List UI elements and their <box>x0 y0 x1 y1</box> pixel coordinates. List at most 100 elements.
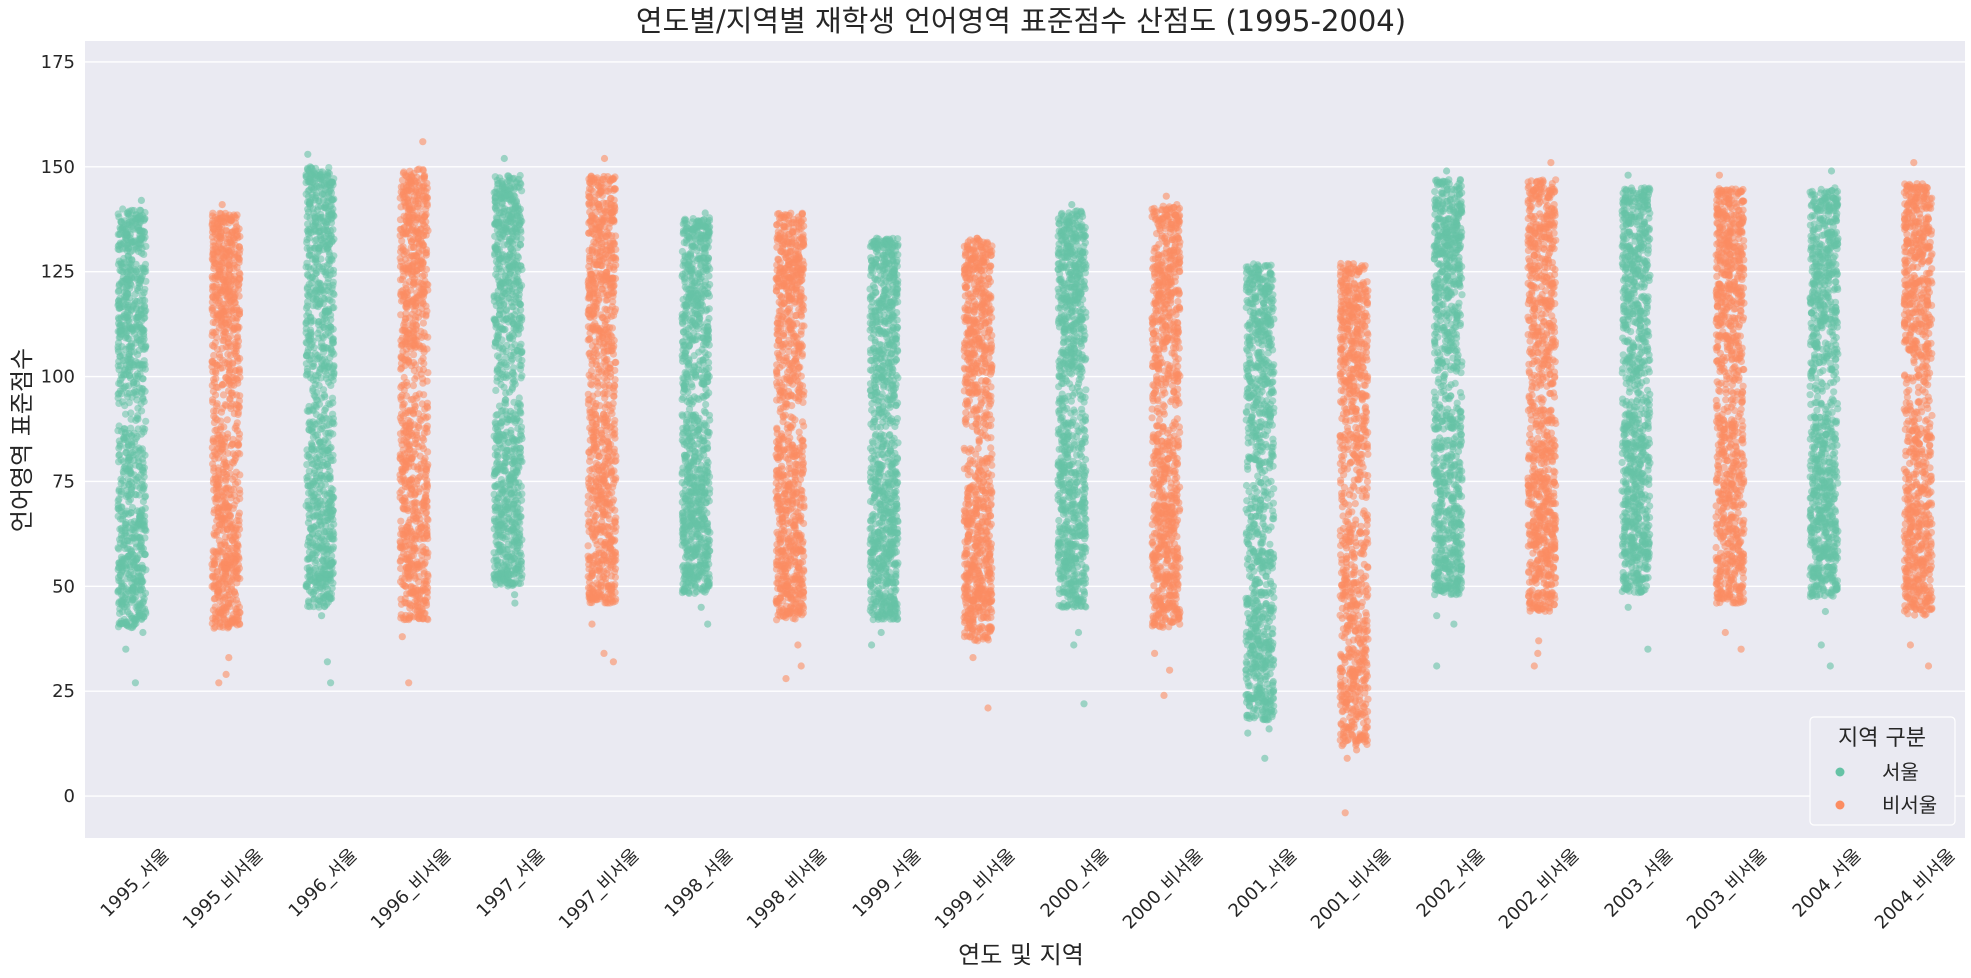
data-point <box>328 209 336 217</box>
data-point <box>682 326 690 334</box>
data-point <box>705 574 714 582</box>
data-point <box>702 353 710 362</box>
strip-1998_서울 <box>678 209 714 628</box>
data-point <box>879 362 887 370</box>
data-point <box>891 288 899 296</box>
data-point <box>894 280 902 288</box>
data-point <box>329 278 337 286</box>
data-point <box>308 445 316 453</box>
data-point <box>502 347 510 355</box>
data-point <box>139 598 148 606</box>
data-point <box>135 604 143 612</box>
data-point <box>886 431 894 439</box>
data-point <box>124 252 132 260</box>
data-point <box>879 403 887 411</box>
data-point <box>309 385 317 393</box>
data-point <box>314 197 322 205</box>
data-point <box>507 184 515 192</box>
data-point <box>685 359 693 367</box>
data-point <box>873 477 882 485</box>
data-point-outlier <box>697 603 705 611</box>
data-point <box>507 426 515 435</box>
data-point <box>325 498 334 506</box>
data-point <box>500 383 508 391</box>
data-point <box>703 477 711 485</box>
data-point <box>309 220 317 228</box>
data-point <box>513 209 521 217</box>
data-point <box>319 239 328 247</box>
data-point <box>681 278 689 286</box>
data-point <box>875 519 884 527</box>
data-point <box>315 368 323 377</box>
data-point <box>893 339 901 348</box>
data-point <box>509 409 517 417</box>
data-point-outlier <box>510 591 519 599</box>
data-point <box>139 449 147 457</box>
data-point <box>491 232 499 240</box>
data-point <box>141 361 149 369</box>
data-point <box>704 289 712 297</box>
data-point <box>311 534 319 542</box>
data-point <box>696 566 704 575</box>
data-point <box>510 554 518 562</box>
data-point <box>507 481 515 489</box>
data-point <box>114 588 122 596</box>
data-point <box>705 305 713 313</box>
data-point <box>114 544 122 552</box>
data-point <box>873 317 881 326</box>
data-point <box>139 375 147 383</box>
data-point <box>317 510 325 518</box>
data-point <box>117 475 125 483</box>
data-point <box>683 370 691 378</box>
data-point <box>683 473 692 481</box>
data-point <box>116 387 124 395</box>
data-point <box>310 523 318 531</box>
data-point <box>872 364 880 372</box>
data-point <box>696 310 704 318</box>
data-point <box>125 372 133 380</box>
data-point <box>890 393 899 401</box>
data-point <box>315 247 323 255</box>
data-point <box>117 327 125 335</box>
data-point <box>305 420 313 428</box>
data-point <box>123 209 131 218</box>
data-point <box>1075 376 1083 384</box>
data-point <box>678 498 686 506</box>
data-point <box>696 238 705 246</box>
data-point <box>878 346 886 354</box>
data-point <box>327 560 335 568</box>
data-point <box>319 263 327 271</box>
data-point <box>869 439 877 447</box>
data-point <box>506 270 514 278</box>
data-point-outlier <box>873 234 881 242</box>
data-point <box>880 317 889 325</box>
y-tick-label: 125 <box>41 262 75 283</box>
data-point <box>311 212 319 220</box>
data-point <box>122 449 130 457</box>
data-point <box>303 302 311 310</box>
data-point <box>700 216 708 224</box>
data-point <box>122 434 130 442</box>
data-point <box>504 207 512 215</box>
data-point <box>493 458 502 466</box>
data-point <box>509 246 517 254</box>
data-point-outlier <box>318 612 326 620</box>
data-point-outlier <box>704 620 712 628</box>
data-point <box>503 533 511 541</box>
data-point <box>498 486 506 494</box>
data-point <box>325 432 333 441</box>
data-point <box>517 427 525 435</box>
data-point <box>884 241 893 249</box>
data-point <box>514 253 523 261</box>
data-point <box>316 279 324 287</box>
data-point <box>512 534 520 542</box>
data-point <box>304 272 312 280</box>
data-point <box>701 245 709 253</box>
data-point <box>886 274 894 282</box>
data-point <box>888 313 896 321</box>
data-point <box>142 417 150 425</box>
data-point <box>322 271 330 279</box>
data-point <box>122 555 130 563</box>
data-point <box>317 443 325 451</box>
data-point <box>693 428 702 436</box>
